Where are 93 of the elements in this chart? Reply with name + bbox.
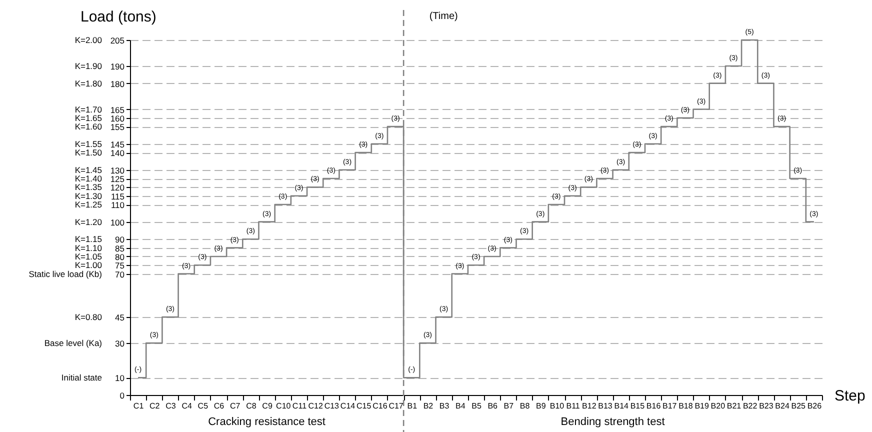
x-tick-label: B9 bbox=[536, 402, 546, 410]
y-tick-label: 160 bbox=[110, 113, 125, 124]
y-tick-label: 190 bbox=[110, 61, 125, 72]
x-tick-label: C7 bbox=[230, 402, 241, 410]
x-tick-label: C3 bbox=[166, 402, 176, 410]
x-tick-label: B21 bbox=[726, 402, 742, 410]
y-tick-label: 70 bbox=[115, 269, 125, 280]
y-tick-label: 80 bbox=[115, 252, 125, 262]
text: K=1.00 bbox=[74, 260, 102, 270]
y-tick-label: 180 bbox=[110, 78, 125, 89]
x-tick-label: B13 bbox=[598, 402, 613, 410]
text: K=1.10 bbox=[74, 242, 102, 253]
x-tick-label: C8 bbox=[246, 402, 257, 410]
x-tick-label: C1 bbox=[133, 402, 144, 410]
x-tick-label: B24 bbox=[775, 402, 790, 410]
x-tick-label: B1 bbox=[407, 402, 418, 410]
text: K=1.60 bbox=[74, 122, 102, 132]
text: Base level (Ka) bbox=[44, 338, 102, 348]
text: Bending strength test bbox=[560, 416, 665, 428]
text: K=1.80 bbox=[74, 78, 102, 88]
text: K=1.45 bbox=[74, 164, 102, 175]
x-axis-title: Step bbox=[834, 388, 866, 404]
x-tick-label: B6 bbox=[488, 402, 498, 410]
text: Cracking resistance test bbox=[208, 416, 326, 428]
y-tick-label: 0 bbox=[120, 390, 125, 400]
x-tick-label: C16 bbox=[372, 402, 388, 410]
x-tick-label: C17 bbox=[388, 402, 404, 410]
y-tick-label: 85 bbox=[115, 243, 125, 254]
x-tick-label: B2 bbox=[423, 402, 434, 410]
y-axis-title: Load (tons) bbox=[80, 8, 156, 26]
y-tick-label: 75 bbox=[115, 260, 125, 271]
text: K=1.30 bbox=[74, 190, 102, 201]
x-tick-label: C12 bbox=[308, 402, 324, 410]
y-tick-label: 130 bbox=[110, 165, 125, 176]
y-tick-label: 205 bbox=[110, 36, 125, 46]
x-tick-label: C6 bbox=[214, 402, 225, 410]
y-tick-label: 125 bbox=[110, 174, 125, 184]
x-tick-label: C15 bbox=[356, 402, 372, 410]
y-tick-label: 110 bbox=[110, 200, 125, 210]
x-tick-label: B11 bbox=[566, 402, 580, 410]
x-tick-label: B7 bbox=[504, 402, 514, 410]
x-tick-label: C13 bbox=[324, 402, 340, 410]
text: K=1.50 bbox=[74, 148, 102, 158]
x-tick-label: B5 bbox=[472, 402, 482, 410]
text: Initial state bbox=[61, 372, 102, 383]
text: K=1.25 bbox=[74, 200, 102, 210]
x-tick-label: B25 bbox=[791, 402, 806, 410]
x-tick-label: B14 bbox=[614, 402, 630, 410]
x-tick-label: C14 bbox=[340, 402, 356, 410]
x-tick-label: C2 bbox=[150, 402, 160, 410]
text: (Time) bbox=[429, 11, 458, 22]
text: K=1.35 bbox=[74, 182, 102, 192]
text: K=1.70 bbox=[74, 104, 102, 114]
x-tick-label: B16 bbox=[646, 402, 662, 410]
x-tick-label: B4 bbox=[456, 402, 466, 410]
y-tick-label: 155 bbox=[110, 122, 125, 132]
text: K=1.65 bbox=[74, 112, 102, 123]
text: K=1.90 bbox=[74, 60, 102, 71]
x-tick-label: B22 bbox=[742, 402, 758, 410]
x-tick-label: C9 bbox=[262, 402, 273, 410]
x-tick-label: C10 bbox=[276, 402, 292, 410]
y-tick-label: 120 bbox=[110, 182, 125, 193]
y-tick-label: 140 bbox=[110, 148, 125, 158]
x-tick-label: B10 bbox=[550, 402, 565, 410]
x-tick-label: C11 bbox=[292, 402, 308, 410]
x-tick-label: C5 bbox=[198, 402, 209, 410]
x-tick-label: B12 bbox=[582, 402, 597, 410]
x-tick-label: B8 bbox=[520, 402, 530, 410]
x-tick-label: B3 bbox=[439, 402, 450, 410]
x-tick-label: B23 bbox=[759, 402, 774, 410]
text: Static live load (Kb) bbox=[28, 268, 102, 279]
y-tick-label: 90 bbox=[115, 234, 125, 245]
text: K=1.55 bbox=[74, 138, 102, 149]
y-tick-label: 30 bbox=[115, 338, 125, 349]
text: K=1.40 bbox=[74, 174, 102, 184]
x-tick-label: B18 bbox=[678, 402, 694, 410]
y-tick-label: 45 bbox=[115, 312, 125, 323]
text: K=1.05 bbox=[74, 251, 102, 262]
text: K=1.20 bbox=[74, 216, 102, 227]
y-tick-label: 115 bbox=[110, 191, 125, 202]
y-tick-label: 145 bbox=[110, 139, 125, 150]
x-tick-label: B26 bbox=[807, 402, 822, 410]
x-tick-label: B17 bbox=[662, 402, 678, 410]
text: K=2.00 bbox=[74, 35, 102, 45]
text: K=0.80 bbox=[74, 312, 102, 322]
x-tick-label: B20 bbox=[710, 402, 726, 410]
x-tick-label: B19 bbox=[694, 402, 710, 410]
x-tick-label: C4 bbox=[182, 402, 192, 410]
y-tick-label: 100 bbox=[110, 217, 125, 228]
text: K=1.15 bbox=[74, 234, 102, 244]
y-tick-label: 165 bbox=[110, 104, 125, 115]
y-tick-label: 10 bbox=[115, 373, 125, 384]
x-tick-label: B15 bbox=[630, 402, 646, 410]
